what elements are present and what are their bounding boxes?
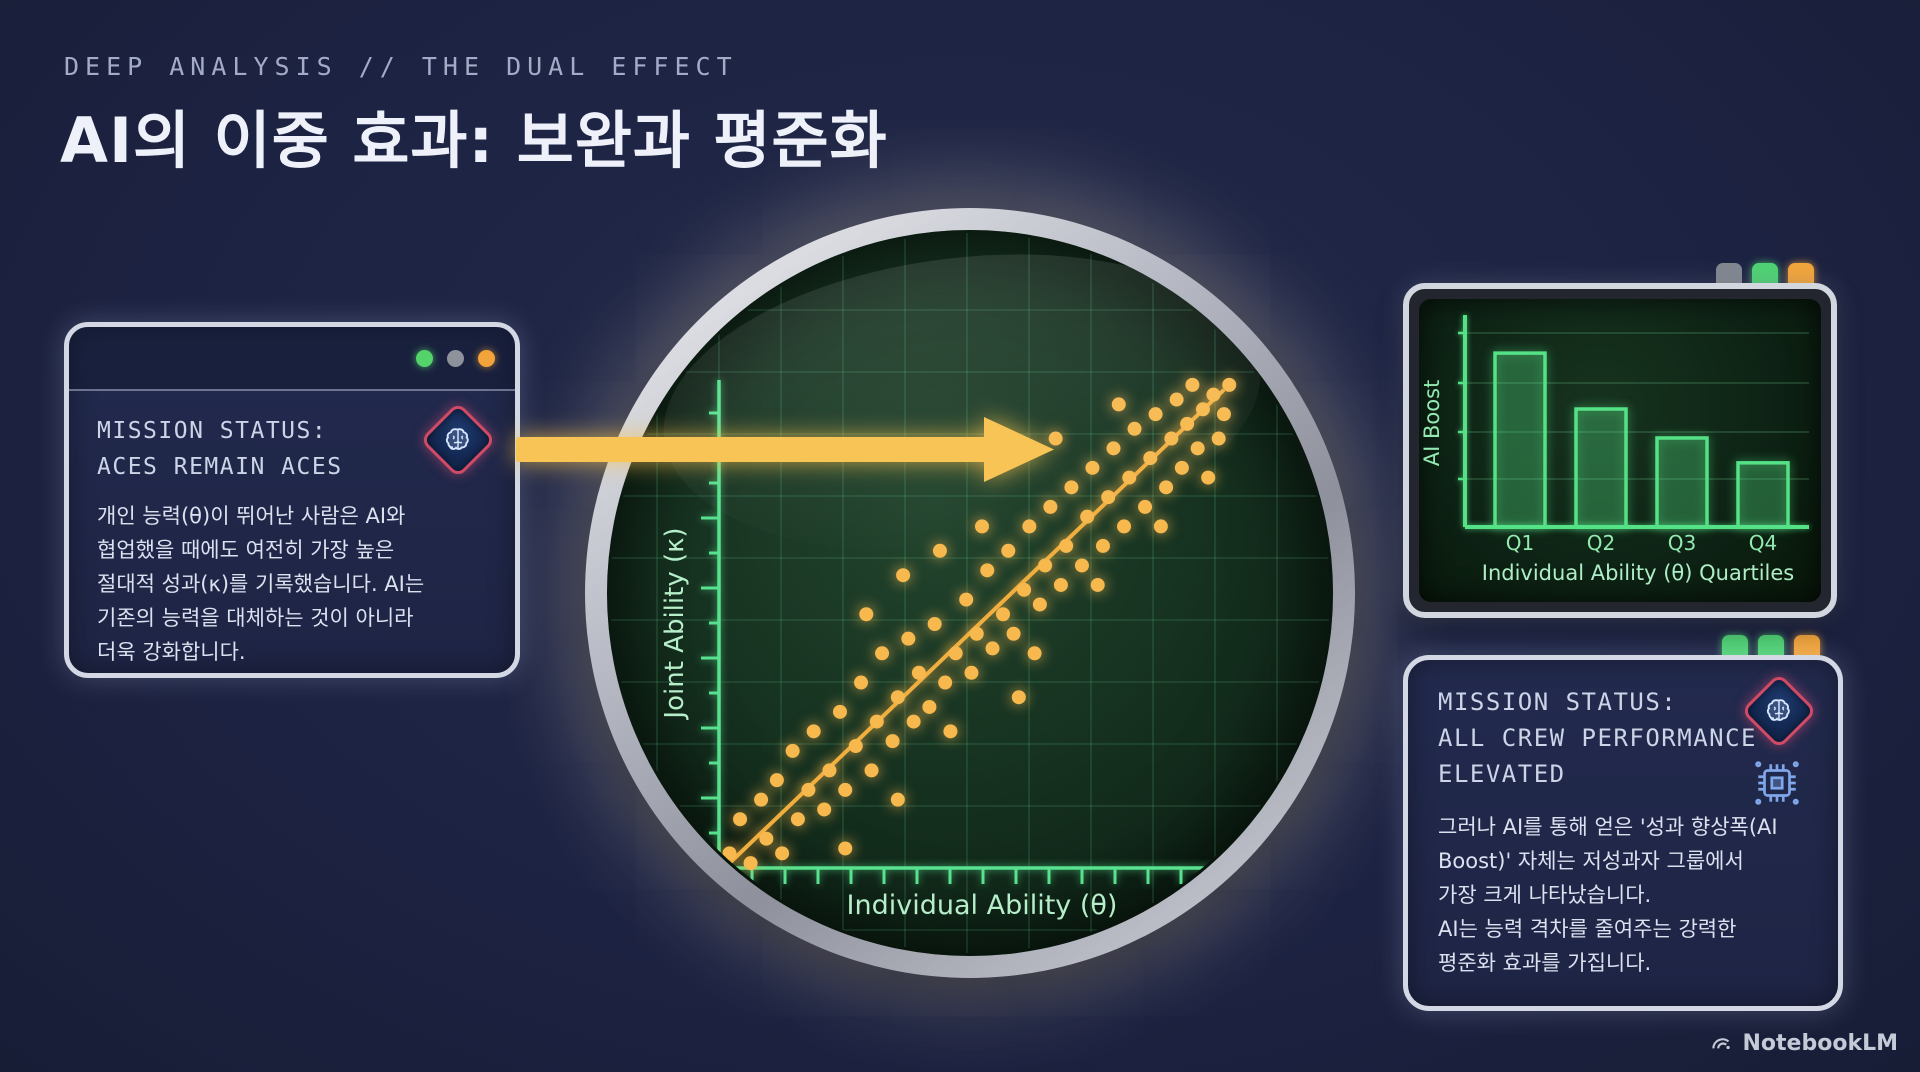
brain-icon — [445, 428, 469, 450]
bar-chart-screen: Q1 Q2 Q3 Q4 Individual Ability (θ) Quartile… — [1419, 299, 1821, 602]
brain-icon — [1766, 699, 1790, 721]
category-labels: Q1 Q2 Q3 Q4 — [1506, 531, 1777, 555]
page-title: AI의 이중 효과: 보완과 평준화 — [60, 104, 888, 177]
mission-panel-crew: MISSION STATUS: ALL CREW PERFORMANCE ELE… — [1403, 655, 1843, 1011]
scatter-points — [722, 377, 1237, 871]
grid-lines — [610, 233, 1330, 953]
notebooklm-brand: NotebookLM — [1709, 1030, 1898, 1056]
brain-diamond-icon — [419, 401, 497, 479]
notebooklm-logo-icon — [1711, 1038, 1730, 1050]
bars — [1493, 351, 1790, 529]
flow-arrow — [516, 417, 1054, 482]
svg-text:Q4: Q4 — [1749, 531, 1777, 555]
mission-status-heading: MISSION STATUS: ALL CREW PERFORMANCE ELE… — [1438, 688, 1757, 788]
ai-boost-chart-device: Q1 Q2 Q3 Q4 Individual Ability (θ) Quartile… — [1403, 283, 1837, 618]
chip-icon — [1752, 758, 1802, 812]
scatter-screen: Individual Ability (θ) Joint Ability (κ) — [607, 230, 1333, 956]
x-axis-label: Individual Ability (θ) Quartiles — [1482, 561, 1795, 585]
y-axis-label: Joint Ability (κ) — [660, 527, 690, 720]
svg-text:Q3: Q3 — [1668, 531, 1696, 555]
panel-titlebar — [69, 327, 515, 391]
scatter-plot: Individual Ability (θ) Joint Ability (κ) — [610, 233, 1330, 953]
grid-lines — [1465, 332, 1809, 480]
scope-bezel: Individual Ability (θ) Joint Ability (κ) — [585, 208, 1355, 978]
mission-body-text: 개인 능력(θ)이 뛰어난 사람은 AI와 협업했을 때에도 여전히 가장 높은… — [97, 504, 425, 664]
brain-diamond-icon — [1740, 672, 1818, 750]
bar-chart: Q1 Q2 Q3 Q4 Individual Ability (θ) Quartile… — [1420, 315, 1809, 585]
traffic-light-gray-icon — [447, 349, 464, 367]
mission-panel-aces: MISSION STATUS: ACES REMAIN ACES 개인 능력(θ… — [64, 322, 520, 678]
brand-label: NotebookLM — [1742, 1030, 1898, 1056]
y-axis-label: AI Boost — [1420, 380, 1444, 467]
traffic-light-orange-icon — [478, 349, 495, 367]
svg-text:Q2: Q2 — [1587, 531, 1615, 555]
mission-status-heading: MISSION STATUS: ACES REMAIN ACES — [97, 418, 343, 480]
traffic-light-green-icon — [416, 349, 433, 367]
svg-text:Q1: Q1 — [1506, 531, 1534, 555]
x-axis-label: Individual Ability (θ) — [847, 890, 1118, 921]
mission-body-text: 그러나 AI를 통해 얻은 '성과 향상폭(AI Boost)' 자체는 저성과… — [1438, 815, 1778, 975]
section-kicker: DEEP ANALYSIS // THE DUAL EFFECT — [64, 52, 738, 81]
